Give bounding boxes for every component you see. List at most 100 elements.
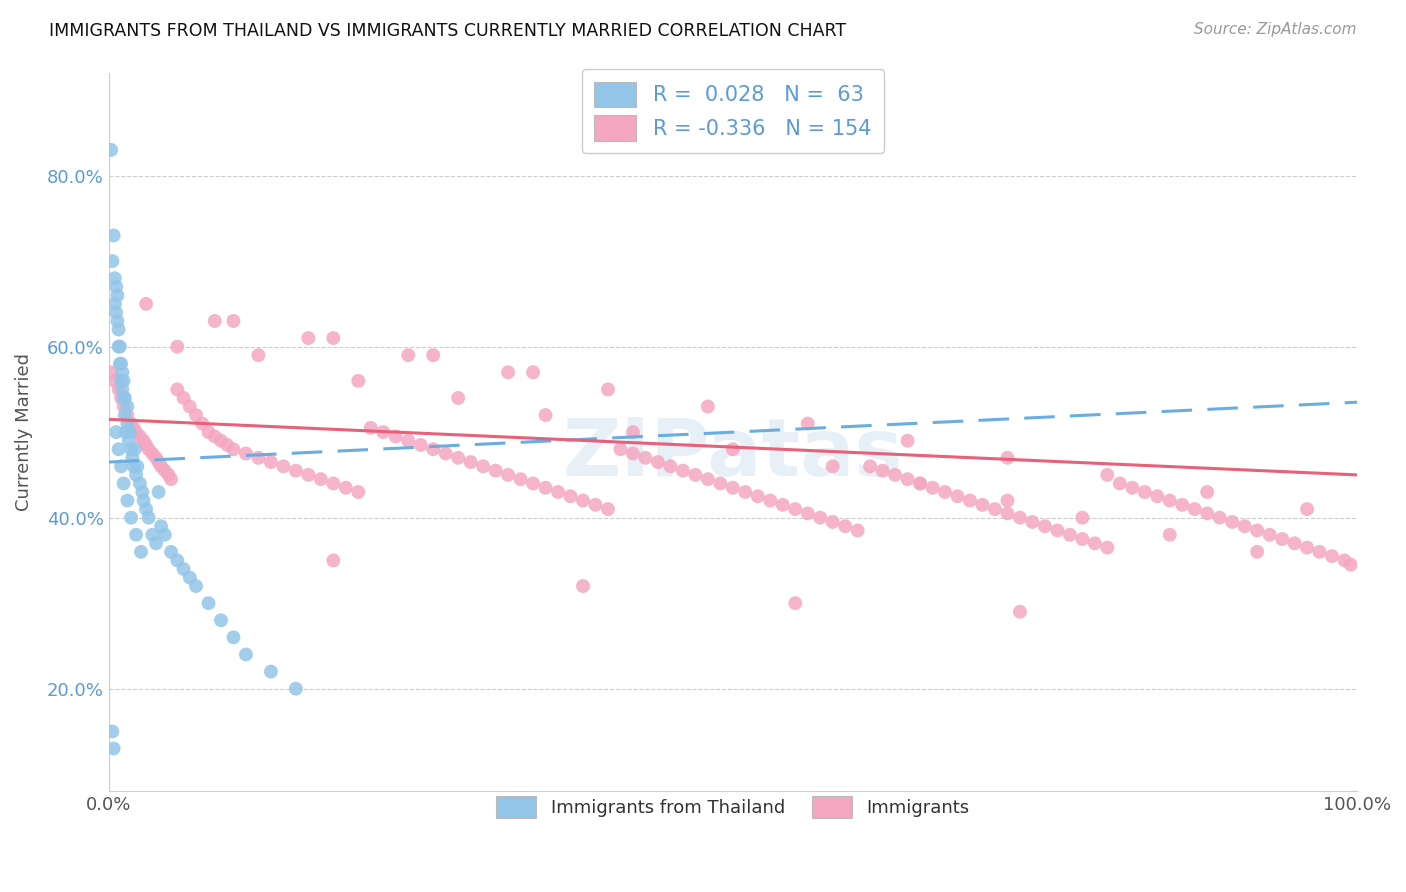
Point [984, 502, 1007, 516]
Point [534, 408, 557, 422]
Point [347, 374, 370, 388]
Point [796, 417, 818, 431]
Point [141, 446, 163, 460]
Point [1258, 528, 1281, 542]
Point [101, 254, 124, 268]
Point [247, 450, 270, 465]
Point [647, 455, 669, 469]
Point [1084, 536, 1107, 550]
Point [1021, 515, 1043, 529]
Point [360, 421, 382, 435]
Point [447, 450, 470, 465]
Point [166, 383, 188, 397]
Point [596, 502, 619, 516]
Point [138, 510, 160, 524]
Point [1159, 528, 1181, 542]
Point [222, 314, 245, 328]
Point [1008, 510, 1031, 524]
Point [125, 467, 148, 482]
Point [1071, 532, 1094, 546]
Point [747, 489, 769, 503]
Point [422, 348, 444, 362]
Point [179, 400, 201, 414]
Point [107, 322, 129, 336]
Point [696, 472, 718, 486]
Point [209, 613, 232, 627]
Point [110, 391, 132, 405]
Point [472, 459, 495, 474]
Point [273, 459, 295, 474]
Point [112, 476, 135, 491]
Point [104, 374, 127, 388]
Point [135, 297, 157, 311]
Point [322, 476, 344, 491]
Point [547, 485, 569, 500]
Point [127, 459, 149, 474]
Point [709, 476, 731, 491]
Point [120, 510, 142, 524]
Point [821, 459, 844, 474]
Point [659, 459, 682, 474]
Point [117, 417, 139, 431]
Point [1133, 485, 1156, 500]
Point [347, 485, 370, 500]
Point [921, 481, 943, 495]
Point [297, 331, 319, 345]
Point [105, 314, 128, 328]
Point [141, 528, 163, 542]
Point [107, 383, 129, 397]
Point [1108, 476, 1130, 491]
Point [872, 464, 894, 478]
Point [110, 459, 132, 474]
Point [534, 481, 557, 495]
Point [1097, 541, 1119, 555]
Point [107, 442, 129, 457]
Point [585, 498, 607, 512]
Point [184, 408, 207, 422]
Point [150, 519, 173, 533]
Point [104, 271, 127, 285]
Point [685, 467, 707, 482]
Point [112, 400, 135, 414]
Text: ZIPatas: ZIPatas [562, 415, 903, 492]
Point [160, 545, 183, 559]
Point [1197, 507, 1219, 521]
Point [110, 357, 132, 371]
Point [247, 348, 270, 362]
Point [117, 493, 139, 508]
Point [821, 515, 844, 529]
Point [184, 579, 207, 593]
Point [672, 464, 695, 478]
Point [1309, 545, 1331, 559]
Point [1320, 549, 1343, 563]
Point [111, 365, 134, 379]
Point [1233, 519, 1256, 533]
Point [157, 467, 180, 482]
Point [148, 455, 170, 469]
Point [128, 476, 150, 491]
Point [1121, 481, 1143, 495]
Point [217, 438, 239, 452]
Point [908, 476, 931, 491]
Point [108, 357, 131, 371]
Point [110, 374, 132, 388]
Point [1184, 502, 1206, 516]
Point [785, 596, 807, 610]
Point [1271, 532, 1294, 546]
Point [934, 485, 956, 500]
Text: Source: ZipAtlas.com: Source: ZipAtlas.com [1194, 22, 1357, 37]
Point [235, 446, 257, 460]
Point [173, 391, 195, 405]
Point [260, 455, 283, 469]
Point [122, 421, 145, 435]
Point [1208, 510, 1230, 524]
Point [1296, 541, 1319, 555]
Point [696, 400, 718, 414]
Point [108, 340, 131, 354]
Point [166, 553, 188, 567]
Point [105, 305, 128, 319]
Point [132, 434, 155, 448]
Point [1333, 553, 1355, 567]
Point [997, 493, 1019, 508]
Point [422, 442, 444, 457]
